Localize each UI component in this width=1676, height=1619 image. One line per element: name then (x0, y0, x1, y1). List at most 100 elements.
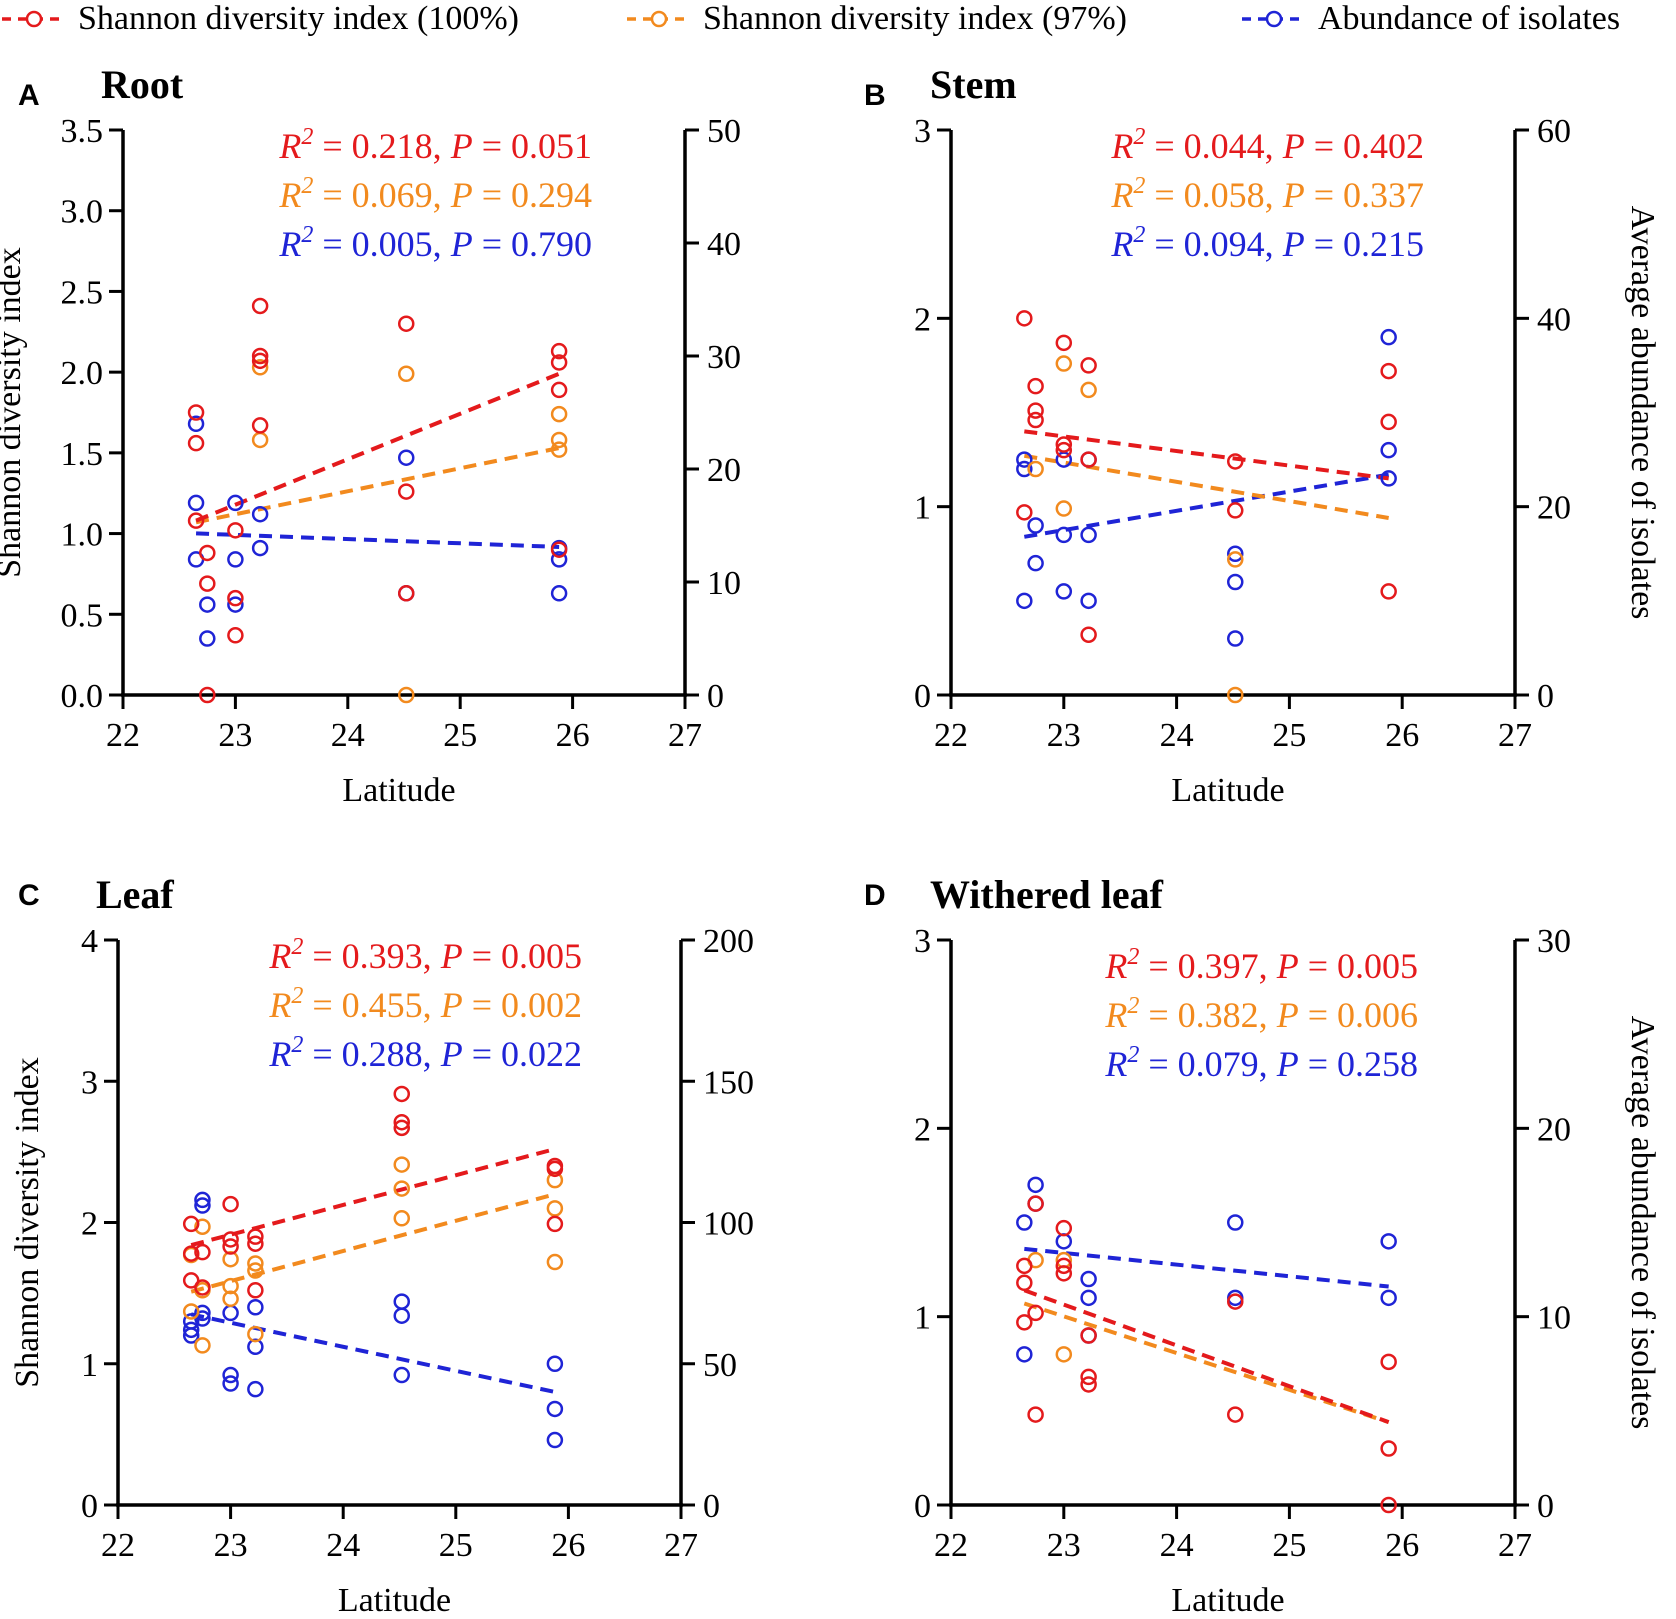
data-point (199, 630, 216, 647)
y-tick-label: 2 (81, 1206, 98, 1243)
data-point (182, 1303, 200, 1320)
x-tick-label: 25 (1272, 717, 1306, 754)
x-tick-label: 26 (551, 1527, 585, 1564)
data-point (393, 1180, 411, 1197)
series-abundance-of-isolates (195, 531, 560, 549)
data-point (251, 347, 269, 365)
data-point (397, 585, 415, 602)
data-point (1227, 545, 1244, 562)
points-shannon-diversity-index-100- (1016, 1195, 1397, 1514)
data-point (182, 1321, 200, 1339)
y-tick-label: 2 (914, 301, 931, 338)
data-point (1055, 334, 1073, 352)
y2-tick-label: 0 (707, 678, 724, 715)
trend-line (190, 1147, 556, 1248)
data-point (1227, 1406, 1244, 1423)
panel-letter: C (18, 879, 40, 912)
series-shannon-diversity-index-100- (1024, 429, 1389, 481)
y2-tick-label: 60 (1537, 113, 1571, 150)
data-point (550, 405, 568, 423)
data-point (550, 381, 568, 399)
points-shannon-diversity-index-97- (1027, 355, 1244, 704)
data-point (1055, 441, 1073, 459)
stat-annotation: R2 = 0.058, P = 0.337 (1110, 173, 1424, 215)
data-point (1027, 1304, 1044, 1322)
y-axis-label: Shannon diversity index (9, 1057, 46, 1388)
points-abundance-of-isolates (187, 415, 568, 647)
data-point (1016, 1314, 1033, 1331)
data-point (227, 494, 244, 512)
panel-title: Leaf (96, 872, 174, 917)
data-point (1227, 1293, 1244, 1310)
data-point (187, 434, 205, 452)
data-point (393, 1293, 411, 1310)
series-shannon-diversity-index-100- (190, 1147, 556, 1248)
stat-annotation: R2 = 0.455, P = 0.002 (268, 983, 582, 1025)
data-point (1016, 592, 1033, 610)
x-tick-label: 26 (556, 717, 590, 754)
stat-annotation: R2 = 0.218, P = 0.051 (278, 124, 592, 166)
stat-annotation: R2 = 0.094, P = 0.215 (1110, 222, 1424, 264)
legend-item-abundance: Abundance of isolates (1240, 0, 1621, 37)
data-point (1080, 1327, 1097, 1344)
data-point (1055, 1265, 1073, 1282)
y2-axis-label: Average abundance of isolates (1624, 206, 1661, 620)
trend-line (1024, 429, 1389, 481)
data-point (194, 1191, 211, 1209)
data-point (1055, 1257, 1073, 1275)
trend-line (1023, 1301, 1390, 1425)
y2-tick-label: 40 (707, 226, 741, 263)
data-point (222, 1375, 239, 1392)
data-point (222, 1304, 239, 1322)
points-abundance-of-isolates (1016, 1176, 1397, 1363)
x-axis-label: Latitude (338, 1582, 451, 1619)
x-tick-label: 24 (1160, 717, 1194, 754)
data-point (1055, 1219, 1073, 1237)
trend-line (1023, 472, 1390, 539)
data-point (247, 1299, 264, 1316)
legend-label: Abundance of isolates (1318, 0, 1621, 37)
x-tick-label: 22 (106, 717, 140, 754)
trend-line (1023, 453, 1390, 520)
data-point (1027, 460, 1044, 478)
data-point (397, 315, 415, 332)
y-tick-label: 3 (81, 1064, 98, 1101)
data-point (182, 1245, 200, 1262)
y2-tick-label: 20 (1537, 490, 1571, 527)
points-shannon-diversity-index-97- (251, 359, 568, 704)
data-point (222, 1238, 239, 1255)
data-point (393, 1113, 411, 1131)
data-point (1027, 1195, 1044, 1212)
trend-line (190, 1192, 556, 1294)
data-point (1380, 1289, 1397, 1307)
series-abundance-of-isolates (1024, 1246, 1389, 1289)
data-point (251, 297, 269, 315)
trend-line (1023, 1288, 1390, 1425)
data-point (194, 1304, 211, 1322)
y2-tick-label: 0 (1537, 678, 1554, 715)
data-point (1080, 626, 1097, 643)
y2-tick-label: 10 (1537, 1300, 1571, 1337)
y2-tick-label: 0 (703, 1488, 720, 1525)
data-point (251, 417, 269, 434)
data-point (1055, 1233, 1073, 1250)
y-tick-label: 3.0 (61, 194, 104, 231)
series-abundance-of-isolates (1023, 472, 1390, 539)
data-point (227, 589, 244, 607)
data-point (247, 1255, 264, 1272)
series-shannon-diversity-index-97- (1023, 1301, 1390, 1425)
x-tick-label: 23 (1047, 1527, 1081, 1564)
y-tick-label: 1.5 (61, 436, 104, 473)
data-point (550, 441, 568, 458)
data-point (1016, 1214, 1033, 1231)
data-point (1027, 554, 1044, 572)
trend-line (195, 371, 560, 523)
y-tick-label: 0 (81, 1488, 98, 1525)
x-tick-label: 24 (331, 717, 365, 754)
stat-annotation: R2 = 0.288, P = 0.022 (268, 1032, 582, 1074)
stat-annotation: R2 = 0.382, P = 0.006 (1104, 993, 1418, 1035)
data-point (1016, 460, 1033, 478)
series-shannon-diversity-index-97- (195, 446, 560, 525)
